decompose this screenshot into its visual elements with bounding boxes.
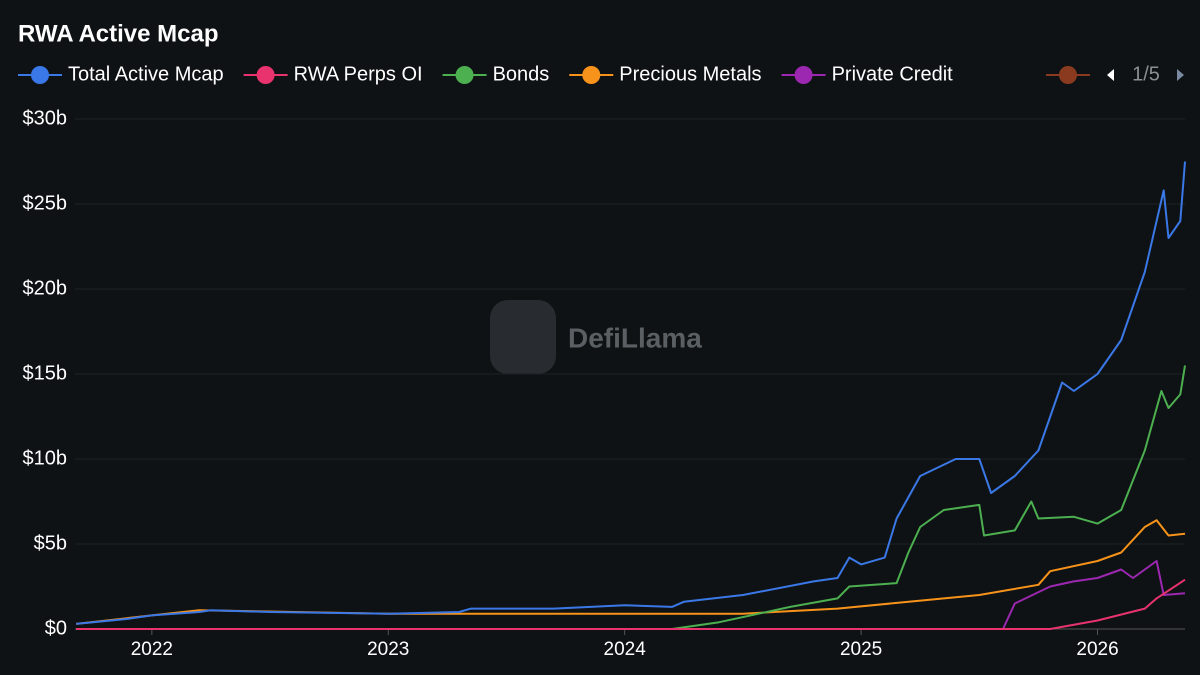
legend-label: Precious Metals [619, 63, 761, 85]
legend-marker [794, 66, 813, 84]
x-tick-label: 2023 [367, 639, 409, 660]
legend-label: Bonds [493, 63, 550, 85]
legend-marker [455, 66, 474, 84]
series-line [76, 578, 1186, 630]
x-tick-label: 2024 [604, 639, 647, 660]
legend: Total Active Mcap RWA Perps OI Bonds Precio… [18, 63, 953, 85]
legend-page: 1/5 [1132, 63, 1160, 85]
legend-label: Private Credit [832, 63, 954, 85]
legend-marker [582, 66, 601, 84]
x-tick-label: 2022 [131, 639, 173, 660]
watermark-logo [490, 300, 556, 374]
y-tick-label: $0 [45, 617, 67, 639]
legend-marker [256, 66, 275, 84]
y-tick-label: $10b [23, 447, 68, 469]
x-tick-label: 2025 [840, 639, 882, 660]
y-tick-label: $20b [23, 277, 68, 299]
series-line [76, 560, 1186, 630]
legend-label: Total Active Mcap [68, 63, 224, 85]
legend-marker [31, 66, 49, 84]
series-line [76, 161, 1186, 625]
y-tick-label: $25b [23, 192, 68, 214]
series-line [76, 365, 1186, 630]
y-tick-label: $30b [23, 107, 68, 129]
y-tick-label: $15b [23, 362, 68, 384]
legend-pager: 1/5 [1046, 63, 1184, 85]
chart-title: RWA Active Mcap [18, 20, 219, 47]
watermark: DefiLlama [568, 322, 702, 353]
y-tick-label: $5b [34, 532, 67, 554]
x-tick-label: 2026 [1076, 639, 1118, 660]
legend-label: RWA Perps OI [294, 63, 423, 85]
